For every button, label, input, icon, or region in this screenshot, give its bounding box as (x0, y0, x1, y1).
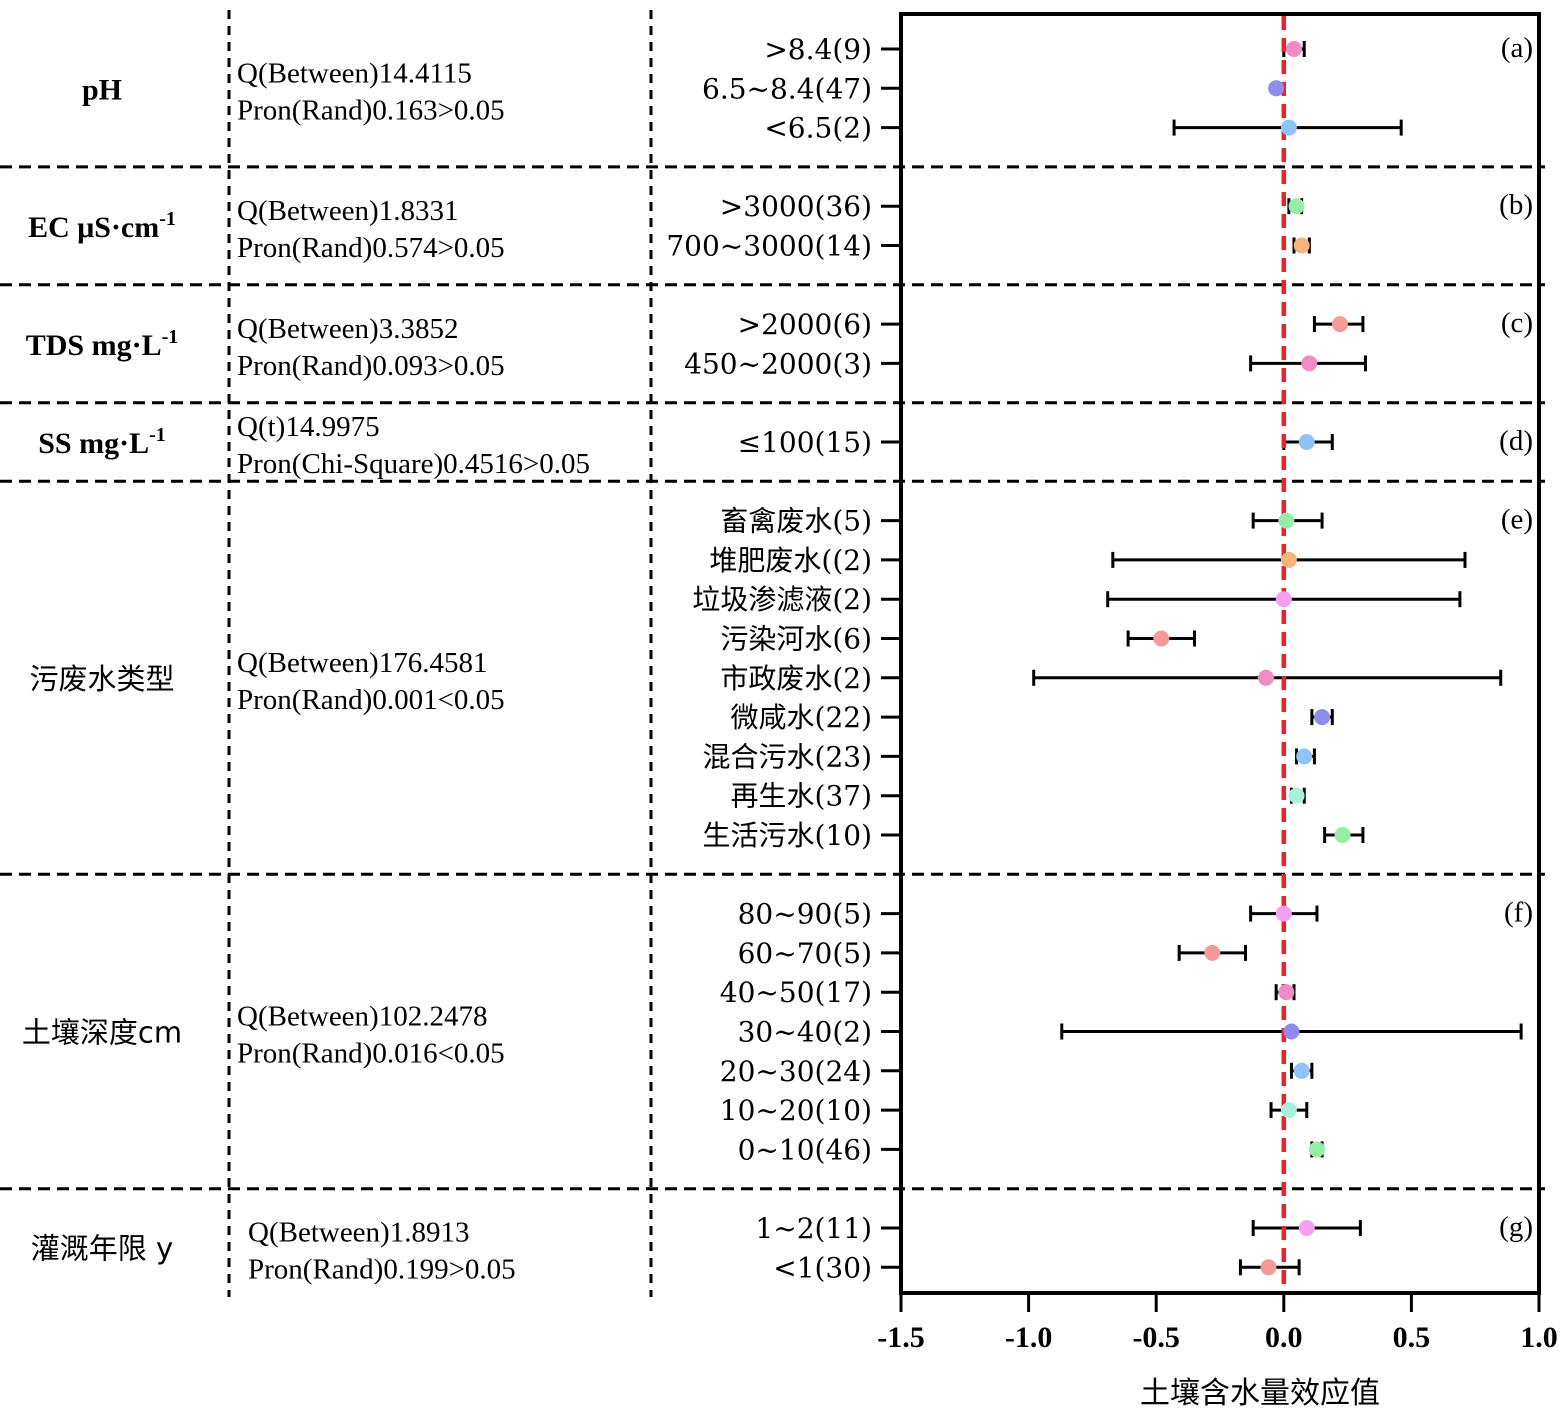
category-label: 30~40(2) (738, 1016, 872, 1049)
effect-point (1268, 80, 1285, 97)
factor-name: pH (82, 73, 122, 106)
stat-text: Q(Between)176.4581 (237, 647, 487, 679)
stat-text: Q(Between)3.3852 (237, 313, 458, 345)
x-tick-label: -1.0 (1005, 1321, 1053, 1354)
category-label: >3000(36) (720, 190, 872, 223)
effect-point (1288, 198, 1305, 215)
stat-text: Pron(Rand)0.093>0.05 (237, 350, 505, 382)
category-label: >2000(6) (738, 308, 872, 341)
plot-frame (899, 12, 1541, 1295)
factor-label: 污废水类型 (29, 662, 174, 696)
effect-point (1298, 434, 1315, 450)
effect-point (1308, 1141, 1325, 1158)
category-label: 畜禽废水(5) (720, 505, 872, 538)
category-label: >8.4(9) (764, 33, 872, 66)
factor-name: 污废水类型 (29, 662, 174, 696)
stat-text: Pron(Rand)0.163>0.05 (237, 94, 505, 126)
panel-label: (b) (1499, 189, 1533, 221)
category-label: 60~70(5) (738, 937, 872, 970)
stat-text: Pron(Rand)0.574>0.05 (237, 232, 505, 264)
panel-label: (d) (1499, 425, 1533, 457)
category-label: 垃圾渗滤液(2) (692, 583, 872, 616)
factor-label: SS mg·L-1 (38, 424, 166, 460)
stat-text: Q(Between)102.2478 (237, 1001, 487, 1033)
category-label: 6.5~8.4(47) (702, 72, 872, 105)
factor-name: 土壤深度cm (22, 1016, 182, 1050)
effect-point (1153, 630, 1170, 647)
panel-label: (e) (1501, 504, 1533, 536)
effect-point (1283, 1023, 1300, 1040)
category-label: 0~10(46) (738, 1133, 872, 1166)
panel-label: (g) (1499, 1211, 1533, 1243)
effect-point (1293, 1062, 1310, 1079)
effect-point (1293, 237, 1310, 254)
factor-name: TDS mg·L (26, 329, 162, 362)
factor-unit-exponent: -1 (162, 326, 179, 348)
category-label: <1(30) (773, 1251, 872, 1284)
category-label: 市政废水(2) (720, 662, 872, 695)
factor-name: 灌溉年限 y (31, 1232, 173, 1266)
stat-text: Pron(Rand)0.001<0.05 (237, 684, 505, 716)
stat-text: Pron(Rand)0.199>0.05 (248, 1254, 516, 1286)
x-tick-label: 0.5 (1393, 1321, 1431, 1354)
stat-text: Q(Between)1.8331 (237, 195, 458, 227)
effect-point (1280, 119, 1297, 136)
category-label: 1~2(11) (755, 1212, 872, 1245)
panel-label: (a) (1501, 32, 1533, 64)
effect-point (1260, 1259, 1277, 1276)
effect-point (1278, 512, 1295, 529)
category-label: 10~20(10) (720, 1094, 872, 1127)
panel-label: (f) (1504, 897, 1533, 929)
effect-point (1298, 1220, 1315, 1236)
factor-unit-exponent: -1 (149, 424, 166, 446)
category-label: 污染河水(6) (720, 623, 872, 656)
stat-text: Q(Between)14.4115 (237, 57, 472, 89)
stat-text: Pron(Chi-Square)0.4516>0.05 (237, 448, 590, 480)
category-label: 700~3000(14) (666, 230, 872, 263)
stat-text: Q(t)14.9975 (237, 411, 380, 443)
effect-point (1331, 316, 1348, 333)
x-tick-label: -0.5 (1132, 1321, 1180, 1354)
x-tick-label: -1.5 (877, 1321, 925, 1354)
effect-point (1280, 551, 1297, 568)
effect-point (1278, 984, 1295, 1001)
stat-text: Q(Between)1.8913 (248, 1217, 469, 1249)
x-tick-label: 0.0 (1265, 1321, 1303, 1354)
category-label: 再生水(37) (731, 780, 872, 813)
effect-point (1301, 355, 1318, 372)
effect-point (1334, 827, 1351, 843)
factor-label: 土壤深度cm (22, 1016, 182, 1050)
factor-unit-exponent: -1 (159, 208, 176, 230)
category-label: 混合污水(23) (703, 740, 872, 773)
category-label: 20~30(24) (720, 1055, 872, 1088)
effect-point (1286, 41, 1303, 57)
effect-point (1296, 748, 1313, 765)
category-label: 450~2000(3) (684, 347, 872, 380)
panel-label: (c) (1501, 307, 1533, 339)
factor-label: TDS mg·L-1 (26, 326, 179, 362)
stat-text: Pron(Rand)0.016<0.05 (237, 1038, 505, 1070)
x-axis-label: 土壤含水量效应值 (1140, 1376, 1380, 1411)
factor-label: 灌溉年限 y (31, 1232, 173, 1266)
category-label: 80~90(5) (738, 898, 872, 931)
category-label: ≤100(15) (738, 426, 872, 459)
category-label: 微咸水(22) (731, 701, 872, 734)
factor-name: EC μS·cm (28, 211, 159, 244)
effect-point (1280, 1102, 1297, 1119)
effect-point (1204, 944, 1221, 961)
category-label: <6.5(2) (764, 112, 872, 145)
effect-point (1275, 591, 1292, 608)
category-label: 堆肥废水((2) (709, 544, 872, 577)
effect-point (1314, 709, 1331, 726)
effect-point (1288, 787, 1305, 804)
category-label: 生活污水(10) (703, 819, 872, 852)
category-label: 40~50(17) (720, 976, 872, 1009)
factor-label: EC μS·cm-1 (28, 208, 176, 244)
x-tick-label: 1.0 (1520, 1321, 1558, 1354)
factor-name: SS mg·L (38, 427, 149, 460)
effect-point (1257, 669, 1274, 686)
factor-label: pH (82, 73, 122, 106)
effect-point (1275, 905, 1292, 922)
